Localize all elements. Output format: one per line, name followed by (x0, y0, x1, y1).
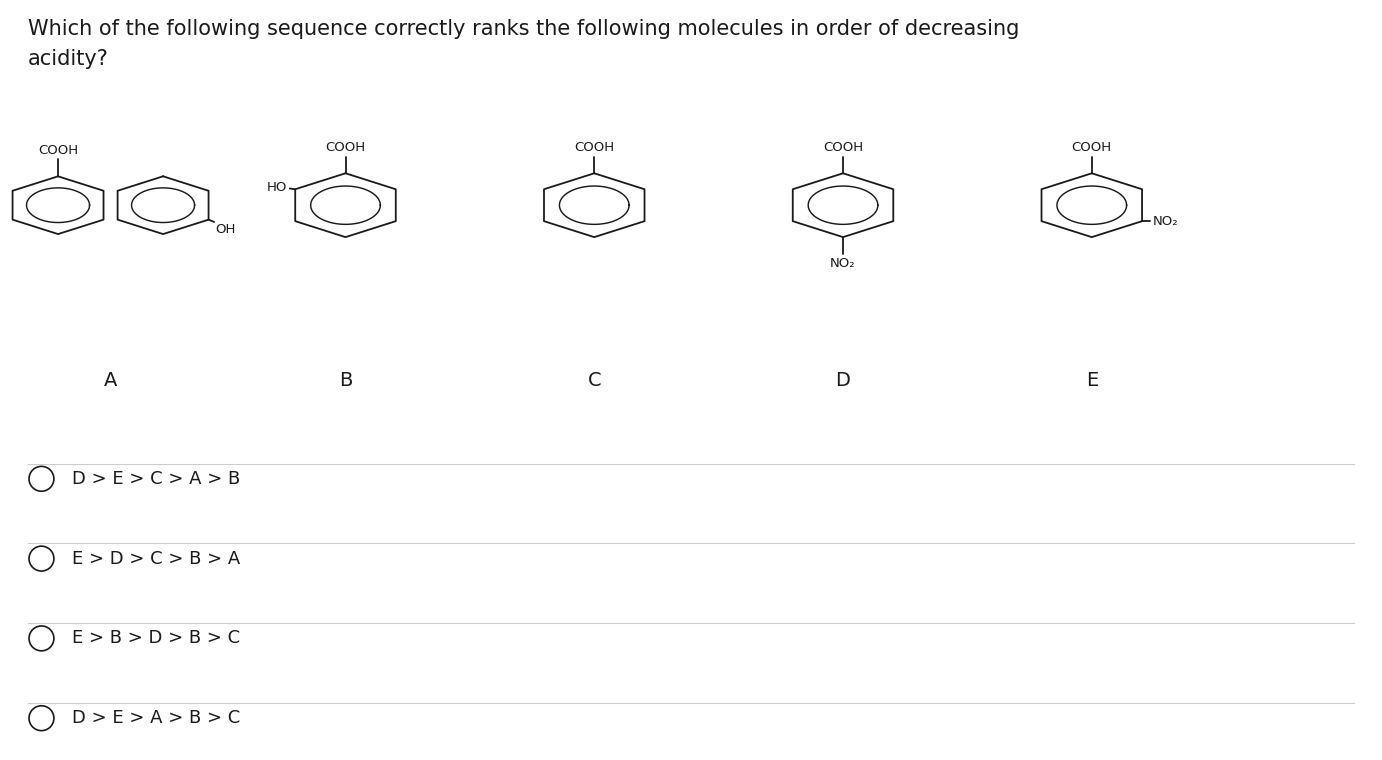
Text: NO₂: NO₂ (1153, 214, 1179, 228)
Text: COOH: COOH (37, 144, 79, 157)
Text: D > E > C > A > B: D > E > C > A > B (72, 470, 240, 488)
Text: COOH: COOH (822, 141, 864, 154)
Text: COOH: COOH (1071, 141, 1113, 154)
Text: C: C (587, 371, 601, 389)
Text: E > D > C > B > A: E > D > C > B > A (72, 549, 240, 568)
Text: B: B (339, 371, 352, 389)
Text: A: A (104, 371, 117, 389)
Text: Which of the following sequence correctly ranks the following molecules in order: Which of the following sequence correctl… (28, 19, 1019, 39)
Text: NO₂: NO₂ (831, 257, 855, 270)
Text: E: E (1086, 371, 1097, 389)
Text: COOH: COOH (325, 141, 366, 154)
Text: HO: HO (267, 181, 287, 195)
Text: acidity?: acidity? (28, 49, 109, 69)
Text: E > B > D > B > C: E > B > D > B > C (72, 629, 240, 648)
Text: OH: OH (216, 223, 236, 236)
Text: D: D (836, 371, 850, 389)
Text: COOH: COOH (574, 141, 615, 154)
Text: D > E > A > B > C: D > E > A > B > C (72, 709, 240, 727)
